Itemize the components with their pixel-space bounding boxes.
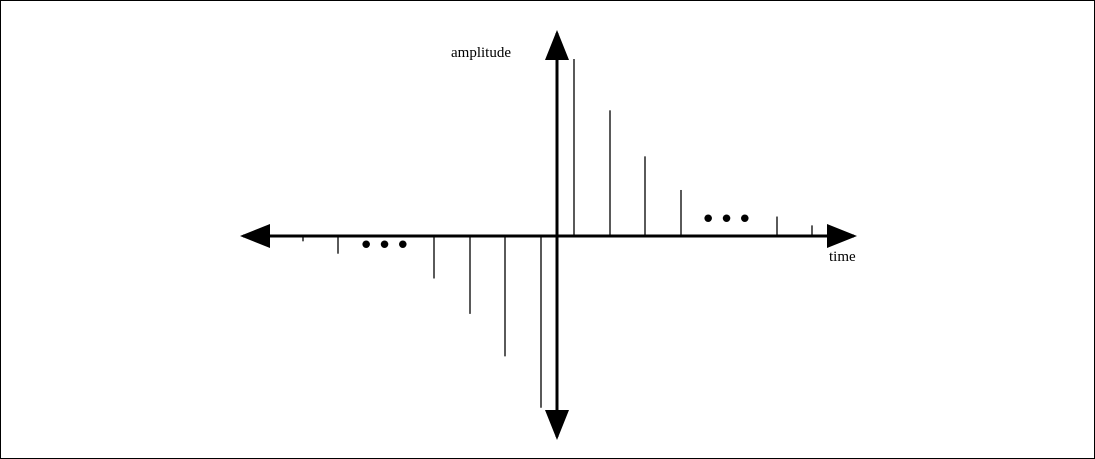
signal-stems [302, 59, 813, 408]
right-continuation-dots: ••• [700, 205, 755, 235]
time-label: time [829, 249, 856, 265]
amplitude-label: amplitude [451, 45, 511, 61]
left-continuation-dots: ••• [358, 231, 413, 261]
